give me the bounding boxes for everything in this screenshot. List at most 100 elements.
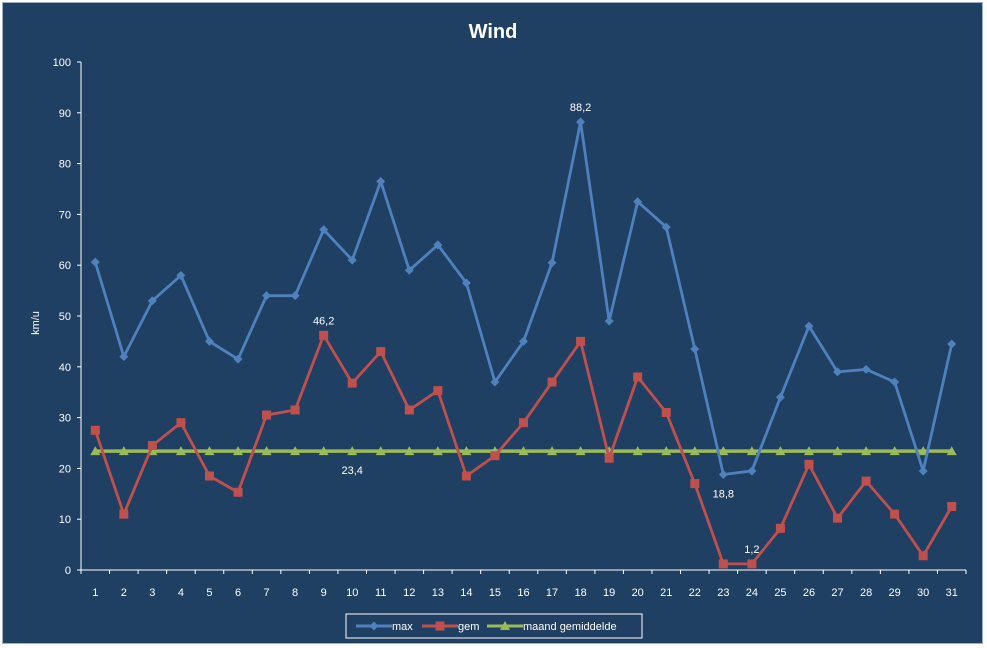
x-tick-label: 12 — [403, 587, 415, 599]
data-point — [233, 487, 243, 497]
y-tick-label: 40 — [59, 362, 71, 374]
data-point — [176, 270, 186, 280]
x-tick-label: 16 — [517, 587, 529, 599]
data-point — [918, 446, 929, 456]
data-point — [233, 354, 243, 364]
x-tick-label: 9 — [321, 587, 327, 599]
data-point — [690, 344, 700, 354]
legend-item: maand gemiddelde — [487, 621, 617, 633]
x-tick-label: 5 — [206, 587, 212, 599]
y-tick-label: 60 — [59, 260, 71, 272]
data-point — [803, 446, 814, 456]
data-point — [661, 446, 672, 456]
data-point — [833, 367, 843, 377]
x-tick-label: 8 — [292, 587, 298, 599]
x-tick-label: 6 — [235, 587, 241, 599]
data-label: 23,4 — [341, 465, 362, 477]
data-point — [461, 278, 471, 288]
data-point — [861, 446, 872, 456]
data-point — [718, 559, 728, 569]
legend-box — [345, 613, 643, 639]
data-point — [576, 117, 586, 127]
data-point — [490, 451, 500, 461]
data-point — [575, 446, 586, 456]
y-axis-title: km/u — [30, 311, 42, 335]
data-point — [746, 446, 757, 456]
series-max — [90, 117, 957, 479]
data-point — [290, 405, 300, 415]
data-point — [633, 372, 643, 382]
data-point — [290, 291, 300, 301]
x-tick-label: 30 — [917, 587, 929, 599]
legend-item: gem — [422, 621, 479, 633]
y-tick-label: 80 — [59, 159, 71, 171]
data-point — [433, 240, 443, 250]
data-point — [519, 336, 528, 346]
data-point — [747, 466, 757, 476]
data-point — [918, 551, 928, 561]
y-tick-label: 100 — [53, 57, 71, 69]
data-point — [947, 339, 957, 349]
data-point — [690, 479, 700, 489]
data-point — [633, 197, 643, 207]
chart-title: Wind — [469, 21, 518, 43]
data-point — [804, 459, 814, 469]
data-point — [90, 257, 100, 267]
data-point — [175, 446, 186, 456]
data-point — [604, 453, 614, 463]
data-point — [90, 425, 100, 435]
data-point — [461, 471, 471, 481]
x-tick-label: 2 — [121, 587, 127, 599]
data-point — [946, 446, 957, 456]
y-tick-label: 0 — [65, 565, 71, 577]
data-point — [890, 509, 900, 519]
data-point — [861, 364, 871, 374]
data-point — [262, 291, 272, 301]
data-point — [118, 446, 129, 456]
y-tick-label: 20 — [59, 463, 71, 475]
data-point — [262, 410, 272, 420]
y-tick-label: 10 — [59, 514, 71, 526]
data-point — [518, 446, 529, 456]
data-point — [318, 446, 329, 456]
data-point — [461, 446, 472, 456]
data-point — [519, 418, 528, 428]
legend-item: max — [356, 621, 413, 633]
data-point — [290, 446, 301, 456]
data-point — [147, 441, 157, 451]
data-point — [661, 222, 671, 232]
data-point — [547, 377, 557, 387]
x-tick-label: 21 — [660, 587, 672, 599]
data-point — [890, 377, 900, 387]
data-point — [404, 405, 414, 415]
legend-marker — [369, 621, 379, 631]
data-point — [804, 321, 814, 331]
data-point — [347, 255, 357, 265]
x-tick-label: 20 — [632, 587, 644, 599]
x-tick-label: 24 — [746, 587, 758, 599]
x-tick-label: 23 — [717, 587, 729, 599]
data-label: 18,8 — [713, 488, 734, 500]
x-tick-label: 27 — [831, 587, 843, 599]
x-tick-label: 25 — [774, 587, 786, 599]
data-point — [747, 559, 757, 569]
legend-label: gem — [458, 621, 479, 633]
data-point — [432, 446, 443, 456]
data-point — [204, 446, 215, 456]
data-point — [376, 347, 386, 357]
data-point — [775, 446, 786, 456]
data-point — [832, 446, 843, 456]
series-maand-gemiddelde — [90, 446, 957, 456]
data-point — [547, 258, 557, 268]
data-point — [204, 471, 214, 481]
data-point — [375, 446, 386, 456]
y-tick-label: 30 — [59, 413, 71, 425]
data-point — [775, 523, 785, 533]
y-tick-label: 50 — [59, 311, 71, 323]
x-tick-label: 19 — [603, 587, 615, 599]
data-point — [718, 469, 728, 479]
x-tick-label: 18 — [574, 587, 586, 599]
data-label: 88,2 — [570, 102, 591, 114]
data-point — [176, 418, 186, 428]
